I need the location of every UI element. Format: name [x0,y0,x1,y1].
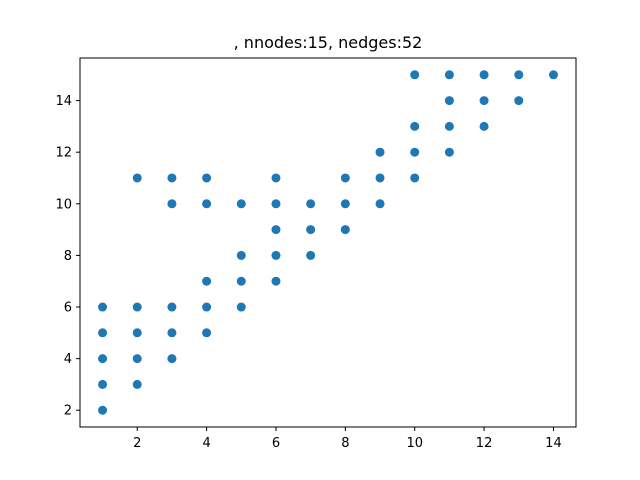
data-point [236,199,246,209]
points-layer [98,70,558,415]
data-point [514,96,524,106]
data-point [132,328,142,338]
x-tick-label: 6 [272,436,280,451]
data-point [132,354,142,364]
y-tick-label: 10 [55,197,72,212]
data-point [410,121,420,131]
data-point [271,276,281,286]
data-point [375,147,385,157]
chart-title: , nnodes:15, nedges:52 [234,33,423,52]
y-axis-ticks: 2 4 6 8 10 12 14 [55,94,80,419]
data-point [202,302,212,312]
data-point [271,173,281,183]
data-point [410,147,420,157]
data-point [444,70,454,80]
data-point [271,225,281,235]
data-point [98,379,108,389]
data-point [167,328,177,338]
data-point [132,302,142,312]
data-point [340,199,350,209]
data-point [98,328,108,338]
y-tick-label: 14 [55,94,72,109]
data-point [479,121,489,131]
data-point [98,405,108,415]
data-point [340,173,350,183]
data-point [306,250,316,260]
x-axis-ticks: 2 4 6 8 10 12 14 [133,427,562,451]
data-point [132,379,142,389]
plot-frame [79,57,577,428]
y-tick-label: 4 [64,352,72,367]
y-tick-label: 12 [55,146,72,161]
data-point [410,70,420,80]
data-point [375,199,385,209]
data-point [514,70,524,80]
data-point [271,199,281,209]
data-point [271,250,281,260]
data-point [202,328,212,338]
data-point [98,354,108,364]
y-tick-label: 2 [64,404,72,419]
data-point [236,250,246,260]
data-point [479,70,489,80]
data-point [444,121,454,131]
data-point [375,173,385,183]
data-point [202,199,212,209]
data-point [548,70,558,80]
x-tick-label: 12 [476,436,493,451]
data-point [98,302,108,312]
data-point [444,96,454,106]
data-point [444,147,454,157]
x-tick-label: 4 [202,436,210,451]
data-point [167,199,177,209]
x-tick-label: 14 [545,436,562,451]
data-point [340,225,350,235]
data-point [202,173,212,183]
data-point [410,173,420,183]
data-point [479,96,489,106]
data-point [167,302,177,312]
data-point [132,173,142,183]
data-point [167,354,177,364]
x-tick-label: 8 [341,436,349,451]
data-point [306,225,316,235]
data-point [202,276,212,286]
data-point [306,199,316,209]
data-point [236,302,246,312]
y-tick-label: 6 [64,301,72,316]
data-point [236,276,246,286]
y-tick-label: 8 [64,249,72,264]
x-tick-label: 10 [406,436,423,451]
x-tick-label: 2 [133,436,141,451]
data-point [167,173,177,183]
